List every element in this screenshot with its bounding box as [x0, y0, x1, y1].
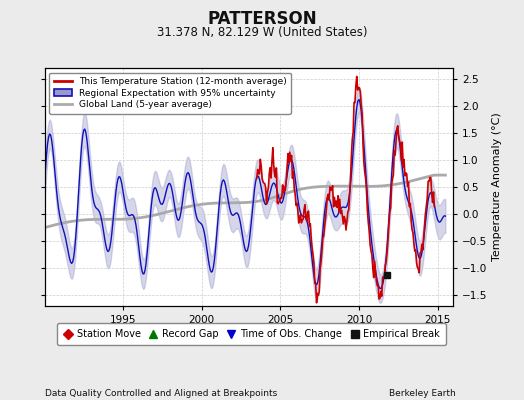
Text: Data Quality Controlled and Aligned at Breakpoints: Data Quality Controlled and Aligned at B… [45, 389, 277, 398]
Legend: Station Move, Record Gap, Time of Obs. Change, Empirical Break: Station Move, Record Gap, Time of Obs. C… [57, 323, 446, 345]
Text: 31.378 N, 82.129 W (United States): 31.378 N, 82.129 W (United States) [157, 26, 367, 39]
Text: Berkeley Earth: Berkeley Earth [389, 389, 456, 398]
Y-axis label: Temperature Anomaly (°C): Temperature Anomaly (°C) [492, 113, 502, 261]
Text: PATTERSON: PATTERSON [207, 10, 317, 28]
Legend: This Temperature Station (12-month average), Regional Expectation with 95% uncer: This Temperature Station (12-month avera… [49, 72, 291, 114]
